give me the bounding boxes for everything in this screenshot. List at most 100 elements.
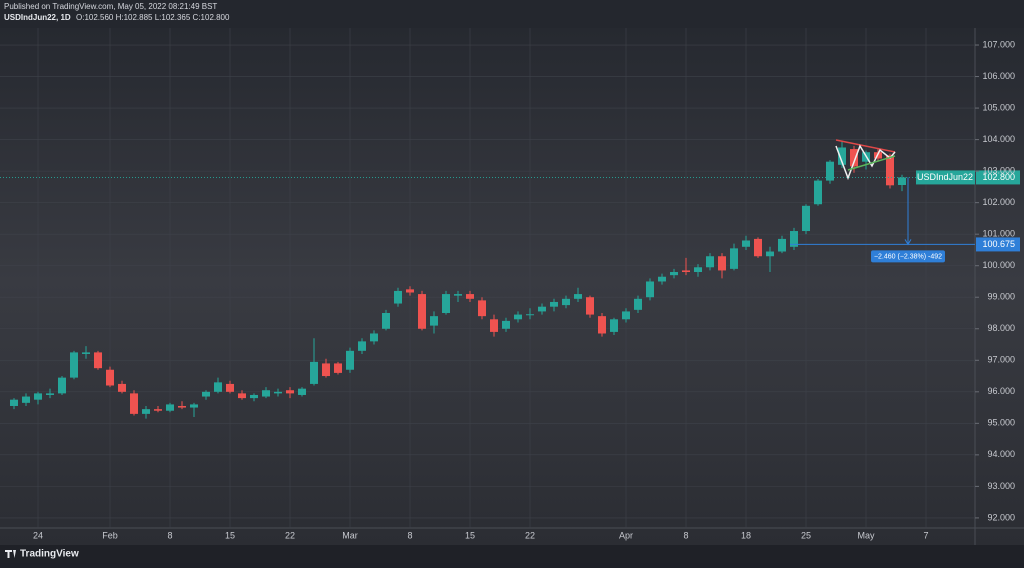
candle-body [490,319,498,332]
candle-body [274,391,282,394]
candle-body [238,393,246,399]
x-tick-label: 25 [801,530,811,540]
candle-body [886,155,894,186]
candle-body [178,405,186,408]
candle-body [838,147,846,165]
candle-body [46,393,54,395]
y-tick-label: 103.000 [982,166,1015,176]
candle-body [610,319,618,332]
candle-body [826,161,834,181]
measure-label: −2.460 (−2.38%) -492 [874,253,942,260]
y-tick-label: 105.000 [982,102,1015,112]
candle-body [142,409,150,414]
candle-body [310,361,318,384]
x-tick-label: 24 [33,530,43,540]
grid [0,28,975,528]
candle-body [790,231,798,247]
candle-body [466,294,474,299]
x-tick-label: Feb [102,530,118,540]
candle-body [130,393,138,414]
candle-body [214,382,222,392]
candle-body [742,240,750,247]
ohlc-text: O:102.560 H:102.885 L:102.365 C:102.800 [76,13,230,22]
symbol-text: USDIndJun22, 1D [4,13,71,22]
header-bar [0,0,1024,28]
x-tick-label: 7 [923,530,928,540]
y-tick-label: 94.000 [987,449,1015,459]
candle-body [58,377,66,394]
candle-body [502,320,510,329]
candle-body [202,391,210,397]
published-text: Published on TradingView.com, May 05, 20… [4,2,217,11]
y-tick-label: 101.000 [982,229,1015,239]
candle-body [550,301,558,307]
y-tick-label: 107.000 [982,39,1015,49]
x-tick-label: Mar [342,530,358,540]
candle-body [454,294,462,296]
last-price-name: USDIndJun22 [917,172,973,182]
candle-body [646,281,654,298]
candle-body [22,396,30,403]
last-price-label: 102.800 [982,172,1015,182]
candle-body [358,341,366,351]
y-tick-label: 97.000 [987,355,1015,365]
candle-body [10,399,18,406]
candle-body [370,333,378,342]
candle-body [118,383,126,392]
y-tick-label: 102.000 [982,197,1015,207]
candle-body [34,393,42,400]
candle-body [166,404,174,411]
trend-line [835,139,896,153]
candle-body [298,388,306,395]
candle-body [346,350,354,370]
candle-body [514,314,522,320]
candle-body [634,298,642,310]
x-tick-label: 22 [285,530,295,540]
candle-body [190,404,198,408]
candle-body [586,297,594,315]
candle-body [658,276,666,282]
measure-arrowhead [904,239,912,246]
candle-body [622,311,630,320]
candle-body [766,251,774,257]
x-tick-label: Apr [619,530,633,540]
candle-body [82,352,90,354]
footer-bar [0,545,1024,563]
trend-line [847,155,896,171]
candle-body [682,270,690,273]
candle-body [574,294,582,299]
logo-text: TradingView [20,549,79,560]
pattern-drawing [835,139,896,181]
x-tick-label: 8 [167,530,172,540]
candle-body [154,409,162,411]
candle-body [430,316,438,326]
measure-value-label: 100.675 [982,239,1015,249]
last-price-box [976,170,1020,185]
logo-icon [5,550,16,558]
candle-body [694,267,702,273]
x-tick-label: May [857,530,875,540]
candle-body [562,298,570,306]
x-tick-label: 15 [465,530,475,540]
y-tick-label: 104.000 [982,134,1015,144]
candles [10,141,906,419]
candle-body [382,312,390,329]
measure-value-box [976,237,1020,252]
candle-body [250,394,258,399]
y-tick-label: 92.000 [987,512,1015,522]
candle-body [778,238,786,252]
y-tick-label: 106.000 [982,71,1015,81]
candle-body [94,352,102,369]
candle-body [802,205,810,232]
overlay: USDIndJun22 102.800 −2.460 (−2.38%) -492 10… [0,170,1020,263]
candle-body [478,300,486,317]
x-tick-label: 8 [407,530,412,540]
candle-body [394,290,402,304]
x-tick-label: 8 [683,530,688,540]
y-tick-label: 96.000 [987,386,1015,396]
logo: TradingView [5,549,79,560]
candle-body [526,314,534,316]
candle-body [730,248,738,269]
